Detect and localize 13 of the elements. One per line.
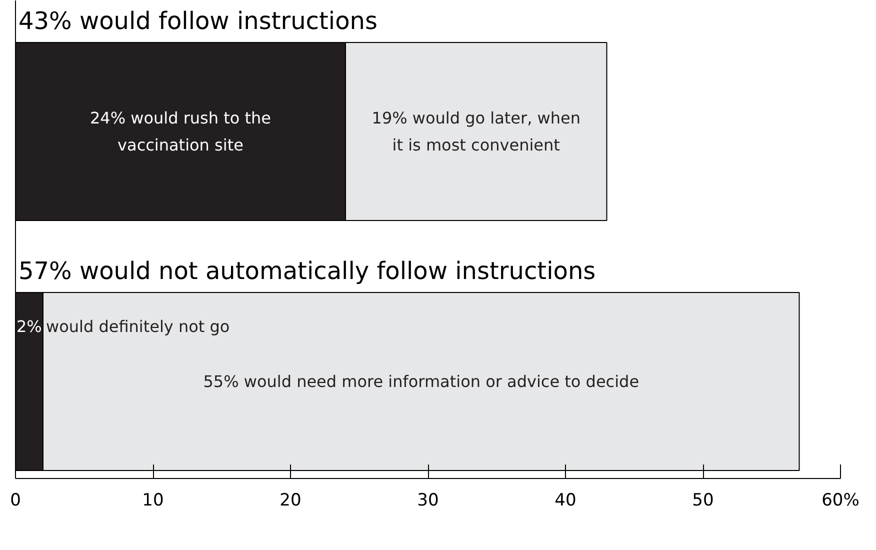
x-tick-label: 40 bbox=[554, 490, 576, 510]
data-label: 24% would rush to the vaccination site bbox=[90, 108, 272, 154]
data-label: 55% would need more information or advice to decide bbox=[203, 372, 640, 391]
x-tick-label: 60% bbox=[822, 490, 860, 510]
x-tick-label: 20 bbox=[280, 490, 302, 510]
x-tick-label: 0 bbox=[10, 490, 21, 510]
text: 2% would definitely not go bbox=[16, 317, 230, 336]
x-tick-label: 10 bbox=[142, 490, 164, 510]
x-tick-label: 50 bbox=[692, 490, 714, 510]
x-tick-label: 30 bbox=[417, 490, 439, 510]
y-tick-label: 43% would follow instructions bbox=[18, 7, 378, 35]
data-label: 19% would go later, when it is most convenient bbox=[372, 108, 580, 154]
y-tick-label: 57% would not automatically follow instructions bbox=[18, 257, 596, 285]
